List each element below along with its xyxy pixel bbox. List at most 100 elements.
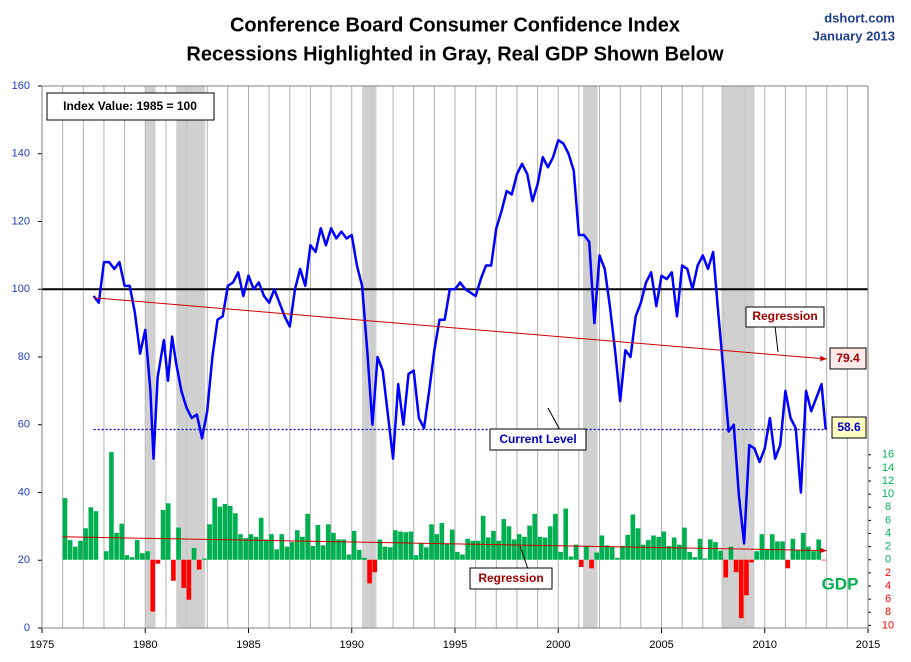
gdp-bar (398, 531, 403, 560)
gdp-bar (697, 538, 703, 560)
gdp-bar (635, 528, 641, 560)
gdp-bar (346, 554, 352, 560)
gdp-bar (289, 542, 295, 560)
y2-tick-label: 8 (885, 606, 891, 618)
gdp-bar (527, 525, 532, 560)
gdp-bar (723, 559, 729, 578)
gdp-bar (341, 539, 347, 560)
y2-tick-label: 10 (882, 619, 894, 631)
y-tick-label: 20 (18, 554, 30, 566)
regression-label: Regression (478, 571, 543, 585)
gdp-bar (207, 524, 212, 560)
x-tick-label: 1990 (340, 639, 364, 651)
gdp-bar (795, 550, 801, 560)
y2-tick-label: 10 (882, 488, 894, 500)
current-level-label: Current Level (499, 432, 576, 446)
y2-tick-label: 14 (882, 462, 894, 474)
gdp-bar (821, 559, 827, 561)
gdp-bar (212, 498, 218, 560)
gdp-bar (93, 511, 99, 560)
gdp-bar (140, 553, 145, 560)
gdp-bar (294, 530, 300, 560)
gdp-bar (460, 554, 465, 560)
gdp-bar (676, 544, 682, 560)
recession-band (362, 86, 377, 628)
gdp-bar (713, 542, 718, 560)
gdp-bar (103, 551, 109, 560)
gdp-bar (248, 534, 254, 560)
recession-band (176, 86, 206, 628)
plot-area: 1975 1980 1985 1990 1995 2000 2005 2010 20150204… (12, 80, 894, 651)
gdp-bar (444, 544, 450, 560)
y-tick-label: 120 (12, 215, 30, 227)
regression-line (62, 536, 827, 552)
gdp-bar (114, 532, 119, 560)
note-box (46, 92, 215, 121)
current-level-value: 58.6 (837, 420, 861, 434)
gdp-bar (671, 537, 677, 560)
x-tick-label: 2000 (546, 639, 570, 651)
callout-box (469, 567, 553, 590)
gdp-bar (542, 537, 548, 560)
y2-tick-label: 6 (885, 593, 891, 605)
recession-band (721, 86, 755, 628)
index-note: Index Value: 1985 = 100 (63, 99, 197, 113)
gdp-bar (707, 539, 713, 560)
gdp-bar (315, 524, 321, 560)
y-tick-label: 40 (18, 486, 30, 498)
gdp-bar (263, 539, 269, 560)
gdp-bar (475, 540, 481, 560)
gdp-bar (744, 559, 749, 596)
callout-pointer (519, 545, 529, 570)
y2-tick-label: 4 (885, 527, 891, 539)
gdp-bar (718, 550, 723, 560)
gdp-bar (243, 538, 248, 560)
gdp-bar (501, 519, 507, 560)
gdp-bar (62, 498, 68, 560)
gdp-bar (320, 545, 326, 560)
gdp-bar (217, 506, 223, 560)
gdp-bar (367, 559, 372, 584)
gdp-bar (269, 534, 274, 560)
gdp-bar (424, 547, 429, 560)
gdp-bar (511, 539, 517, 560)
gdp-bar (165, 503, 171, 560)
gdp-bar (150, 559, 156, 612)
gdp-bar (496, 540, 501, 560)
x-tick-label: 2015 (856, 639, 880, 651)
gdp-bar (470, 540, 476, 560)
x-tick-label: 1985 (236, 639, 260, 651)
gdp-bar (413, 555, 419, 560)
annotations: Index Value: 1985 = 100 Regression 79.4 … (46, 92, 867, 593)
gdp-bar (300, 536, 305, 560)
gdp-bar (83, 528, 88, 560)
gdp-bar (589, 559, 594, 569)
x-tick-label: 2005 (649, 639, 673, 651)
gdp-bar (702, 558, 708, 560)
gdp-label: GDP (822, 574, 859, 593)
gdp-bar (191, 547, 197, 560)
regression-line (93, 297, 827, 360)
gdp-bar (491, 530, 496, 560)
gdp-bar (733, 559, 739, 573)
source: dshort.com (824, 10, 895, 25)
y-tick-label: 0 (24, 622, 30, 634)
gdp-bar (553, 513, 558, 560)
gdp-bar (362, 557, 367, 560)
gdp-bar (238, 534, 243, 560)
gdp-bar (408, 531, 414, 560)
gdp-bar (155, 559, 161, 564)
gdp-bar (129, 557, 135, 560)
gdp-bar (227, 505, 233, 560)
gdp-bar (656, 536, 661, 560)
cci-line (92, 138, 827, 545)
gdp-bar (279, 534, 285, 560)
gdp-bar (377, 539, 383, 560)
regression-arrow (820, 547, 827, 554)
gdp-bar (455, 551, 460, 560)
y2-tick-label: 0 (885, 554, 891, 566)
gdp-bar (506, 526, 512, 560)
y2-tick-label: 8 (885, 501, 891, 513)
gdp-bar (160, 509, 166, 560)
